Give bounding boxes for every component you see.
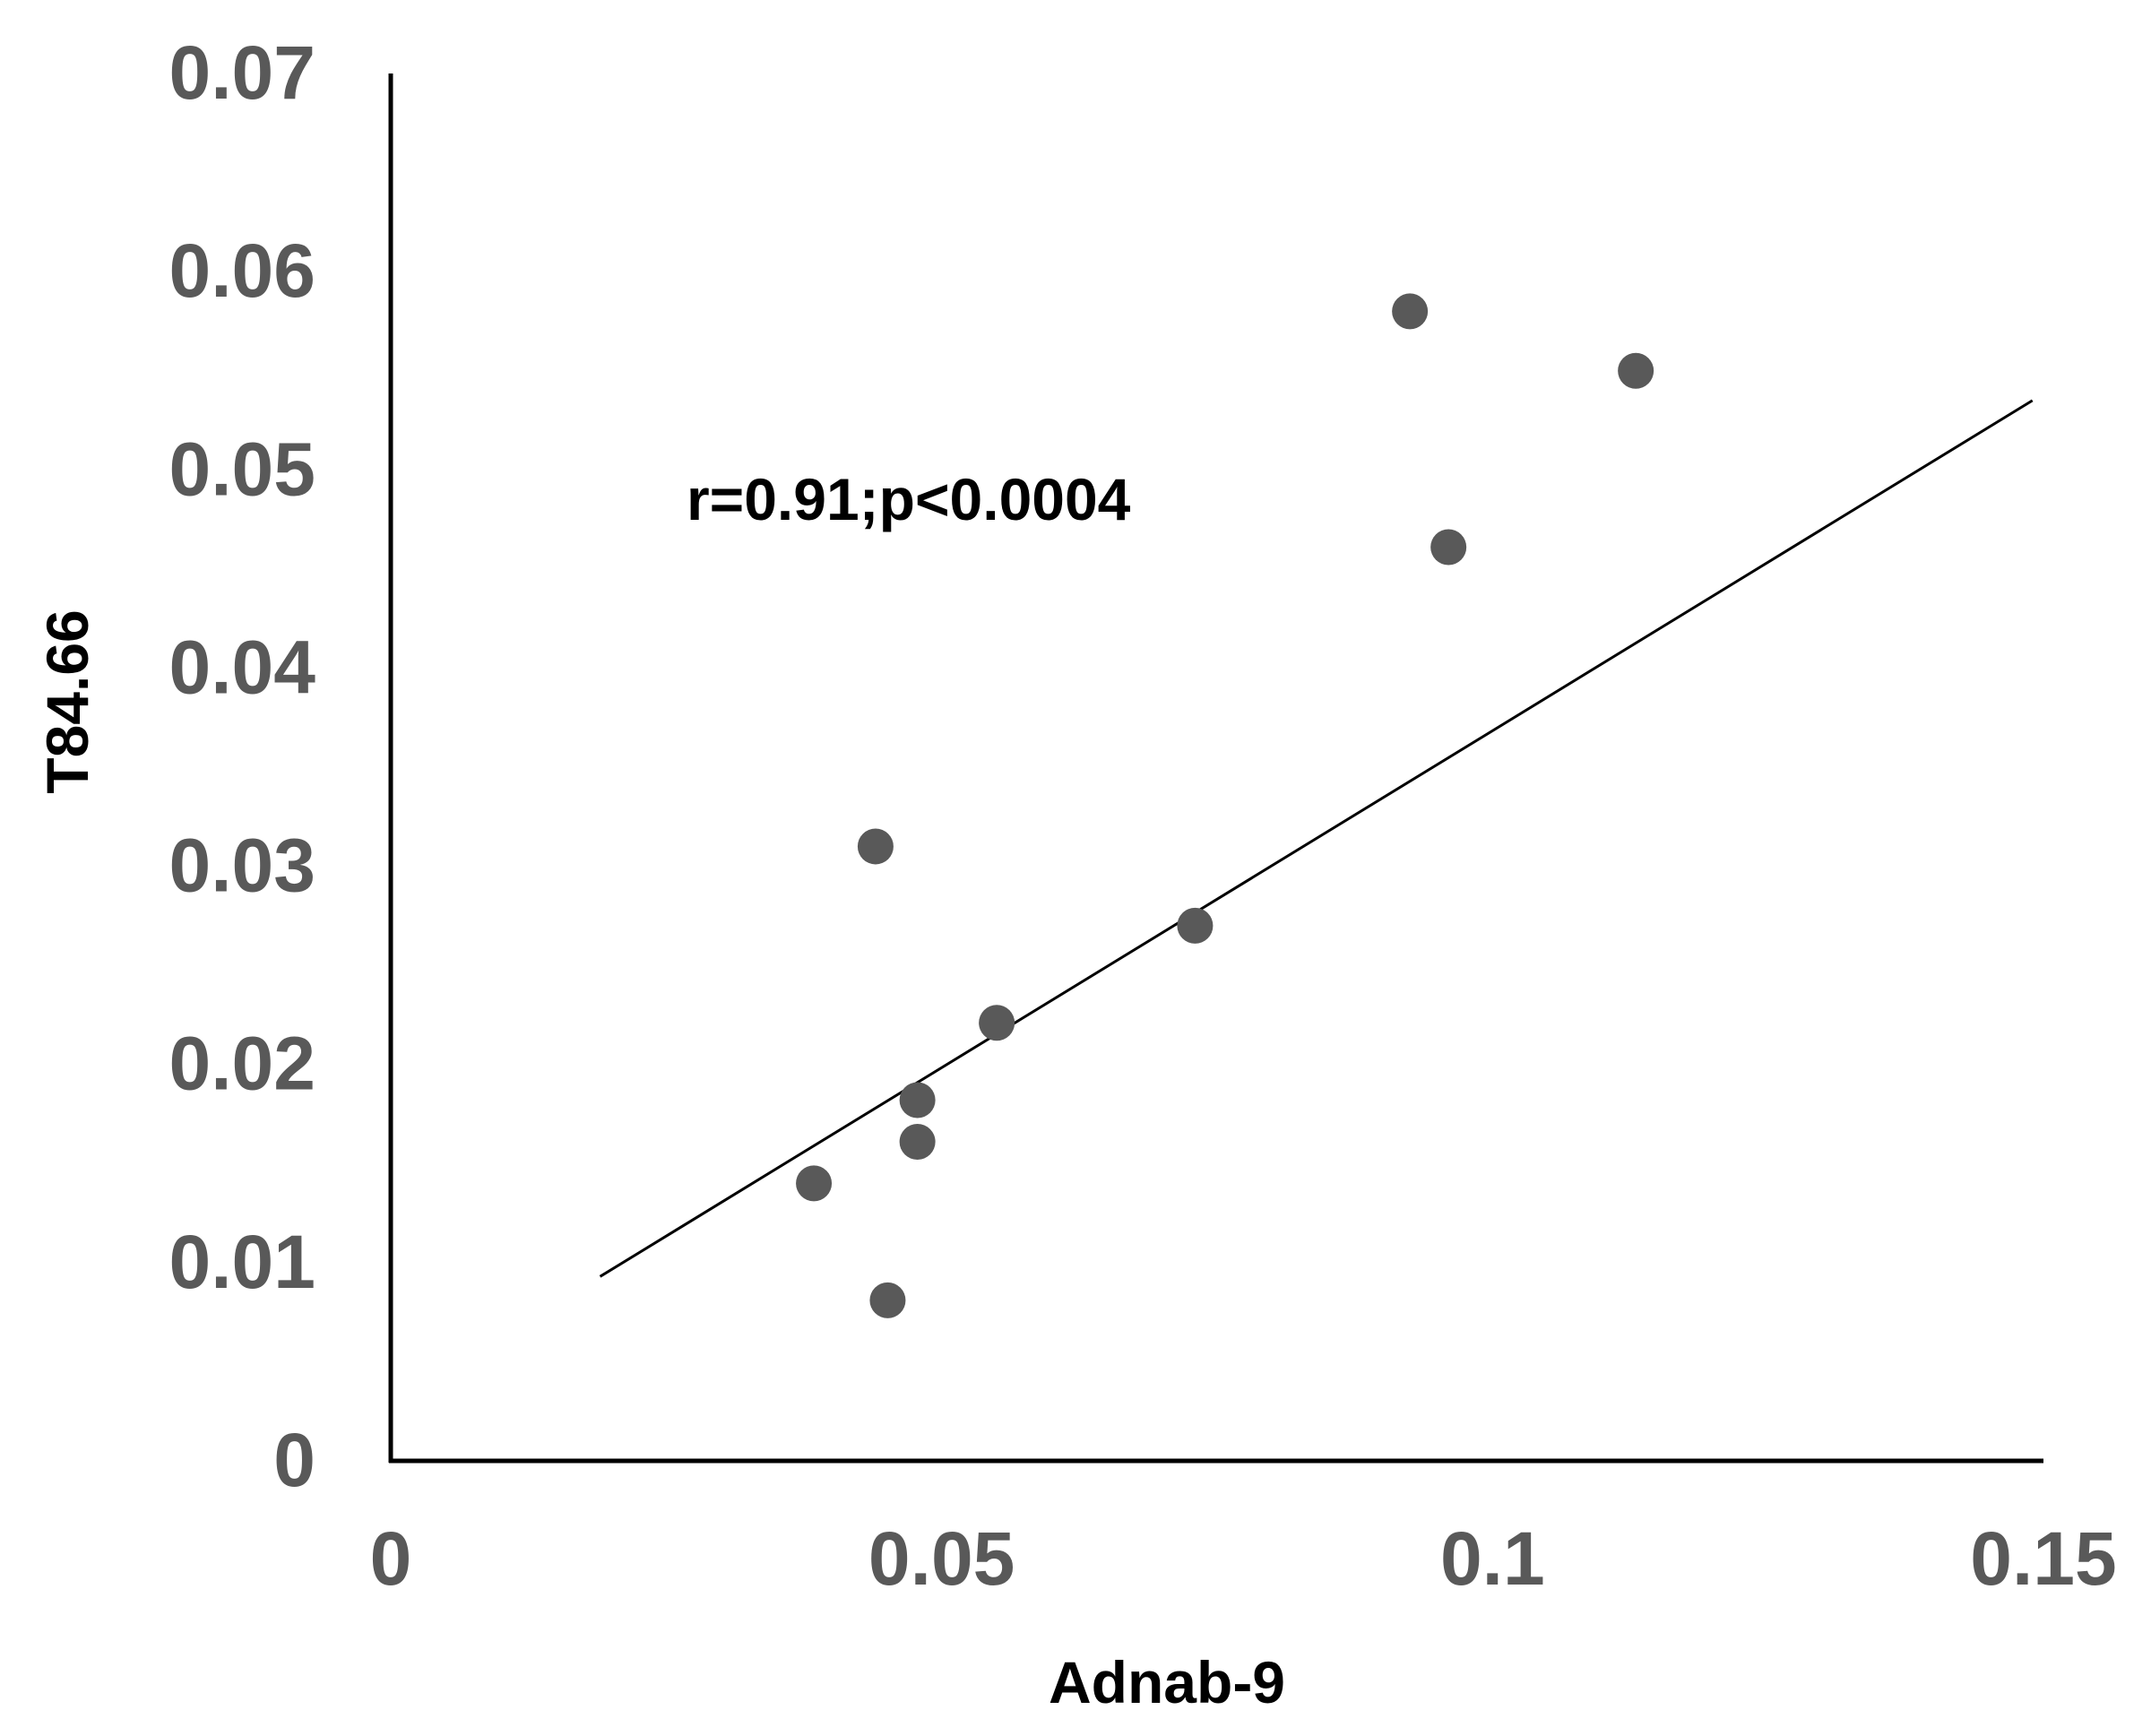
y-tick-label: 0.01: [169, 1220, 316, 1304]
data-point: [899, 1082, 936, 1118]
data-point: [1618, 352, 1654, 389]
y-tick-label: 0.04: [169, 625, 316, 709]
x-tick-label: 0.15: [1970, 1516, 2117, 1601]
data-point: [857, 828, 894, 865]
y-tick-label: 0.02: [169, 1022, 316, 1106]
data-point: [979, 1005, 1015, 1041]
correlation-annotation: r=0.91;p<0.0004: [687, 466, 1131, 532]
data-points: [796, 293, 1654, 1318]
y-axis-title: T84.66: [34, 609, 100, 793]
data-point: [1392, 293, 1429, 330]
x-tick-label: 0.05: [868, 1516, 1015, 1601]
data-point: [1430, 529, 1467, 566]
y-tick-label: 0.05: [169, 427, 316, 511]
y-tick-label: 0.07: [169, 30, 316, 115]
y-tick-label: 0.03: [169, 824, 316, 908]
x-tick-label: 0: [370, 1516, 412, 1601]
y-tick-label: 0.06: [169, 229, 316, 313]
trendline: [599, 399, 2034, 1278]
x-tick-label: 0.1: [1440, 1516, 1545, 1601]
data-point: [899, 1123, 936, 1160]
x-tick-labels: 0 0.05 0.1 0.15: [370, 1516, 2117, 1601]
y-tick-label: 0: [273, 1418, 315, 1502]
x-axis-title: Adnab-9: [1049, 1649, 1285, 1715]
data-point: [869, 1282, 906, 1318]
data-point: [1177, 907, 1214, 944]
data-point: [796, 1165, 833, 1202]
y-tick-labels: 0 0.01 0.02 0.03 0.04 0.05 0.06 0.07: [169, 30, 316, 1502]
